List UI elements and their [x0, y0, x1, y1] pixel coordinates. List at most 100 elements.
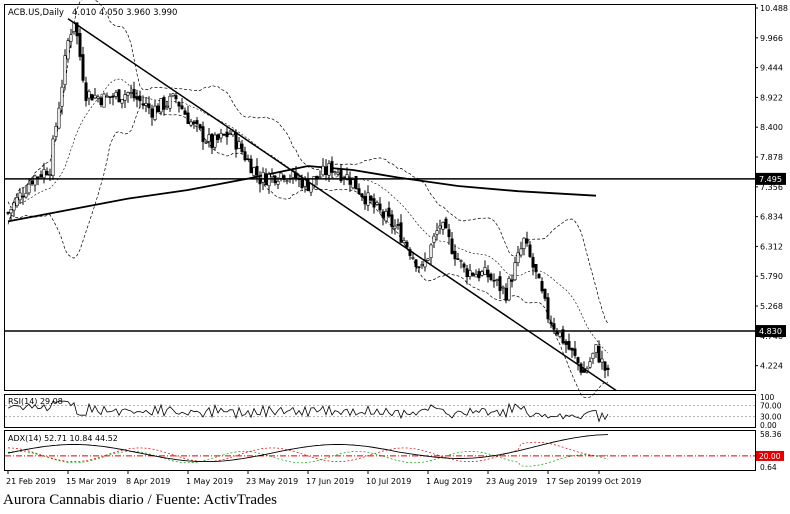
candle-body [99, 97, 103, 105]
candle-body [411, 257, 415, 259]
ma-long-line [7, 165, 597, 223]
candle-body [435, 230, 439, 235]
candle-body [429, 244, 433, 258]
candle-body [444, 218, 448, 229]
candle-body [591, 353, 595, 359]
candle-body [243, 151, 247, 161]
candle-body [339, 169, 343, 182]
plus-di-line [7, 451, 609, 467]
candle-body [45, 170, 49, 176]
candle-body [393, 225, 397, 229]
candle-body [588, 361, 592, 368]
candle-body [573, 348, 577, 356]
candle-body [489, 273, 493, 280]
date-tick-label: 1 May 2019 [186, 477, 233, 486]
candle-body [36, 176, 40, 179]
candle-body [471, 272, 475, 276]
candle-body [501, 286, 505, 289]
rsi-tick-label: 70.00 [760, 401, 782, 410]
price-tick-label: 5.790 [760, 272, 783, 281]
level-label: 7.495 [759, 175, 782, 184]
candle-body [447, 229, 451, 238]
candle-body [456, 258, 460, 260]
candle-body [417, 266, 421, 269]
candle-body [324, 166, 328, 175]
candle-body [6, 212, 10, 214]
candle-body [357, 188, 361, 194]
candle-body [261, 172, 265, 183]
candle-body [540, 281, 544, 292]
candle-body [267, 174, 271, 187]
candle-body [399, 222, 403, 243]
candle-body [162, 97, 166, 110]
candle-body [177, 101, 181, 107]
candle-body [27, 183, 31, 194]
candle-body [354, 175, 358, 190]
candle-body [510, 279, 514, 282]
adx-tick-label: 0.64 [760, 463, 777, 472]
candle-body [126, 92, 130, 96]
candle-body [345, 174, 349, 180]
trendline [67, 18, 617, 390]
candle-body [528, 244, 532, 257]
candle-body [381, 211, 385, 218]
candle-body [300, 177, 304, 189]
candle-body [228, 133, 232, 136]
candle-body [189, 121, 193, 126]
candle-body [48, 174, 52, 176]
candle-body [453, 250, 457, 260]
candle-body [210, 133, 214, 149]
candle-body [327, 163, 331, 176]
candle-body [552, 323, 556, 330]
overlay-lines [5, 18, 755, 390]
candle-body [141, 103, 145, 106]
candle-body [519, 248, 523, 256]
candle-body [366, 192, 370, 206]
candle-body [483, 267, 487, 275]
candles [6, 22, 610, 379]
candle-body [159, 98, 163, 113]
candle-body [195, 120, 199, 125]
candle-body [156, 105, 160, 113]
candle-body [153, 105, 157, 120]
candle-body [504, 287, 508, 301]
candle-body [558, 332, 562, 337]
candle-body [312, 176, 316, 186]
candle-body [348, 177, 352, 185]
candle-body [78, 33, 82, 57]
candle-body [9, 209, 13, 214]
candle-body [69, 34, 73, 42]
candle-body [246, 158, 250, 161]
candle-body [369, 195, 373, 201]
candle-body [450, 238, 454, 254]
candle-body [570, 347, 574, 351]
candle-body [336, 172, 340, 175]
price-tick-label: 7.878 [760, 153, 783, 162]
candle-body [459, 260, 463, 262]
date-tick-label: 9 Oct 2019 [597, 477, 641, 486]
price-tick-label: 6.834 [760, 213, 783, 222]
candle-body [15, 197, 19, 207]
candle-body [606, 367, 610, 370]
candle-body [87, 91, 91, 99]
candle-body [372, 198, 376, 208]
candle-body [54, 125, 58, 137]
candle-body [165, 105, 169, 108]
candle-body [432, 235, 436, 243]
candle-body [132, 89, 136, 99]
candle-body [333, 171, 337, 173]
moving-average [7, 165, 597, 223]
candle-body [534, 264, 538, 273]
candle-body [495, 279, 499, 281]
price-tick-label: 5.268 [760, 302, 783, 311]
price-tick-label: 7.356 [760, 183, 783, 192]
candle-body [468, 270, 472, 277]
candle-body [396, 224, 400, 226]
date-tick-label: 23 May 2019 [246, 477, 298, 486]
candle-body [168, 95, 172, 109]
candle-body [474, 274, 478, 278]
candle-body [207, 134, 211, 142]
candle-body [351, 179, 355, 189]
candle-body [249, 158, 253, 174]
